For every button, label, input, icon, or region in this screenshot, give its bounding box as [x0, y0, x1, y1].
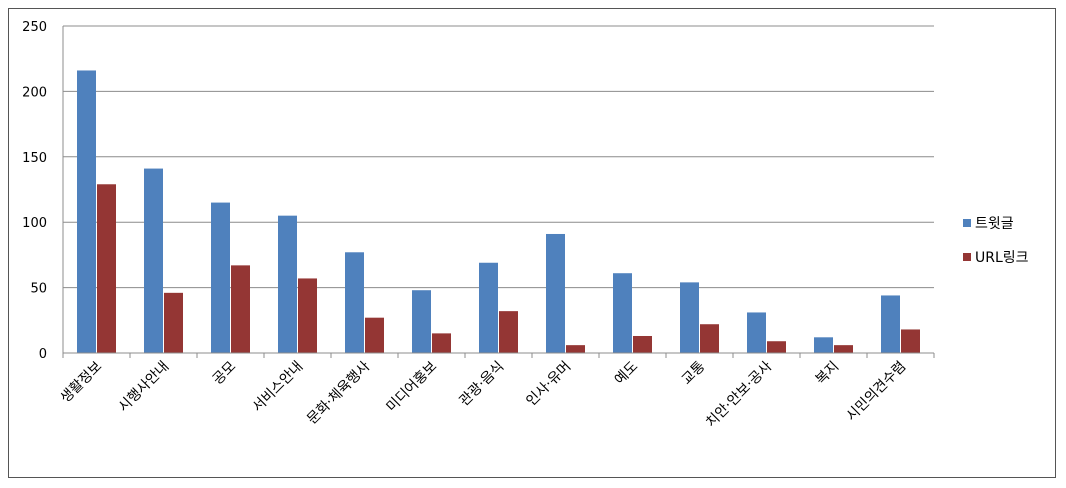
bar-tweet: [814, 337, 833, 353]
x-category-label: 서비스안내: [249, 359, 306, 416]
bar-tweet: [747, 312, 766, 353]
legend-label: URL링크: [975, 250, 1029, 266]
bar-url: [97, 184, 116, 353]
bar-url: [365, 317, 384, 353]
x-category-label: 공모: [210, 358, 240, 388]
x-category-label: 시민의견수렴: [843, 359, 909, 425]
bar-tweet: [211, 202, 230, 353]
bar-tweet: [881, 295, 900, 353]
legend-swatch: [963, 253, 971, 261]
bar-tweet: [479, 262, 498, 353]
x-category-label: 시행사안내: [115, 359, 172, 416]
bar-url: [432, 333, 451, 353]
x-category-label: 교통: [679, 358, 709, 388]
bar-url: [767, 341, 786, 353]
bars: [77, 70, 920, 354]
legend: 트윗글 URL링크: [963, 216, 1029, 266]
bar-tweet: [144, 168, 163, 353]
bar-tweet: [546, 233, 565, 353]
bar-tweet: [613, 273, 632, 353]
x-category-label: 관광·음식: [456, 359, 507, 410]
x-category-label: 예도: [612, 358, 642, 388]
bar-tweet: [278, 215, 297, 353]
bar-url: [633, 335, 652, 353]
bar-url: [164, 292, 183, 353]
x-category-label: 인사·유머: [523, 359, 574, 410]
legend-label: 트윗글: [975, 216, 1014, 232]
y-tick-label: 0: [39, 347, 47, 362]
y-tick-label: 50: [30, 282, 47, 297]
legend-swatch: [963, 219, 971, 227]
x-category-label: 생활정보: [58, 358, 106, 406]
bar-tweet: [77, 70, 96, 354]
y-tick-label: 100: [22, 216, 47, 231]
bar-url: [499, 311, 518, 353]
bar-url: [901, 329, 920, 353]
x-category-label: 복지: [813, 359, 843, 389]
x-category-label: 미디어홍보: [383, 358, 440, 415]
bar-url: [231, 265, 250, 353]
gridlines: [63, 25, 934, 289]
x-category-label: 치안·안보·공사: [703, 358, 775, 430]
y-tick-label: 150: [22, 151, 47, 166]
bar-url: [834, 345, 853, 353]
bar-tweet: [345, 252, 364, 353]
y-tick-label: 200: [22, 85, 47, 100]
bar-url: [700, 324, 719, 353]
x-category-label: 문화·체육행사: [304, 358, 373, 427]
bar-tweet: [680, 282, 699, 353]
bar-tweet: [412, 290, 431, 353]
chart-frame: 0 50 100 150 200 250 생활정보 시행사안내 공모 서비스안내 문화·체육행사 미디…: [8, 8, 1056, 478]
bar-url: [566, 345, 585, 353]
bar-url: [298, 278, 317, 353]
y-tick-label: 250: [22, 20, 47, 35]
